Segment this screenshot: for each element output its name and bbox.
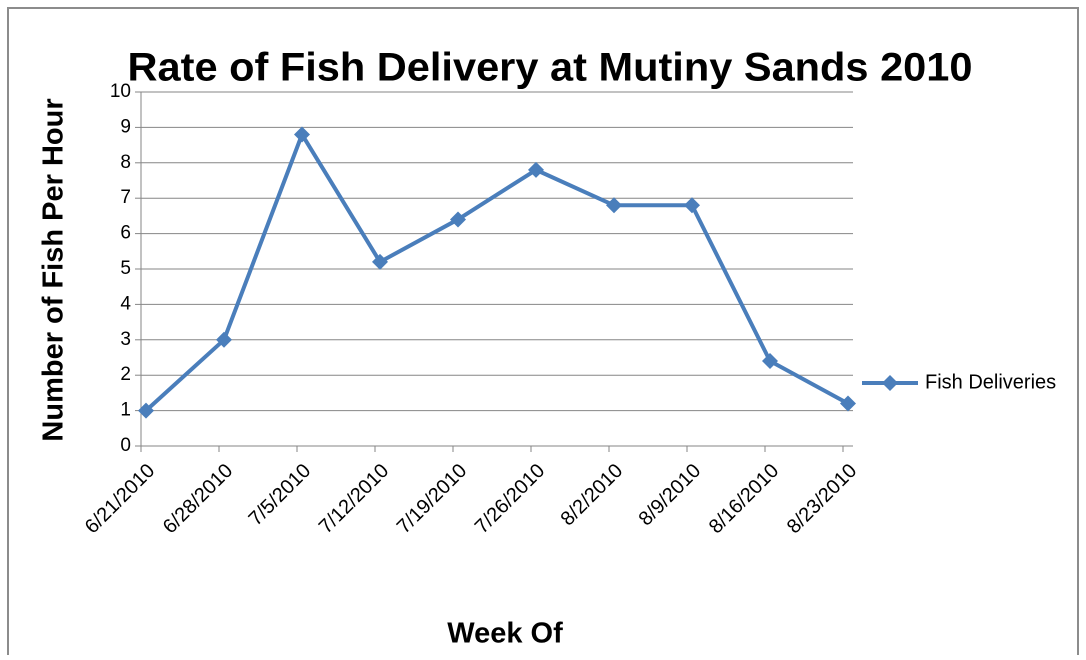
legend-label: Fish Deliveries: [925, 371, 1056, 393]
data-point: [450, 211, 466, 228]
series-line: [144, 132, 849, 413]
y-tick-label: 8: [120, 152, 131, 173]
data-point: [138, 402, 154, 419]
y-tick-label: 6: [120, 223, 131, 244]
y-tick-label: 1: [120, 400, 131, 421]
data-point: [684, 197, 700, 214]
y-tick-label: 3: [120, 329, 131, 350]
y-tick-label: 2: [120, 364, 131, 385]
legend-marker: [882, 375, 898, 391]
data-point: [762, 353, 778, 370]
y-tick-label: 7: [120, 187, 131, 208]
data-point: [840, 395, 856, 412]
data-point: [216, 331, 232, 348]
data-point: [528, 161, 544, 178]
y-tick-label: 9: [120, 116, 131, 137]
y-tick-label: 10: [110, 81, 131, 102]
chart-title: Rate of Fish Delivery at Mutiny Sands 20…: [128, 46, 973, 90]
x-axis-label: Week Of: [447, 618, 563, 650]
data-point: [372, 253, 388, 270]
data-point: [294, 126, 310, 143]
y-tick-label: 0: [120, 435, 131, 456]
y-tick-label: 5: [120, 258, 131, 279]
y-axis-label: Number of Fish Per Hour: [38, 98, 70, 441]
data-point: [606, 197, 622, 214]
y-tick-label: 4: [120, 293, 131, 314]
chart-border: [7, 7, 1079, 660]
